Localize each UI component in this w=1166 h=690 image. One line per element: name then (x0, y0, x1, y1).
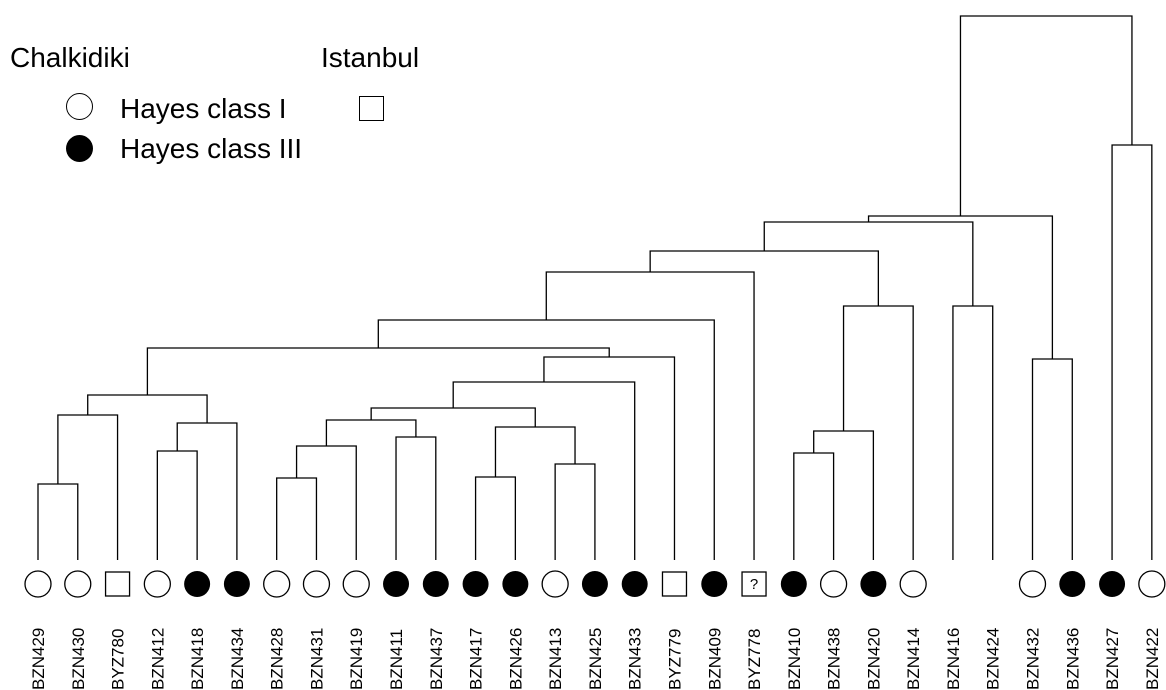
legend-open-square-icon (359, 96, 384, 121)
filled-circle-icon (422, 571, 449, 597)
leaf-label: BZN409 (705, 628, 724, 690)
branch-a (37, 483, 79, 560)
filled-circle-icon (621, 571, 648, 597)
open-circle-icon (143, 570, 171, 598)
legend-open-circle-icon (66, 93, 93, 120)
leaf-label: BZN416 (944, 628, 963, 690)
filled-circle-icon (1059, 571, 1086, 597)
open-circle-icon (1138, 570, 1166, 598)
leaf-label: BZN412 (148, 628, 167, 690)
legend-label-class-1: Hayes class I (120, 93, 287, 124)
leaf-label: BZN411 (387, 629, 406, 690)
filled-circle-icon (701, 571, 728, 597)
leaf-label: BYZ779 (665, 629, 684, 690)
branch-r (813, 430, 875, 560)
leaf-label: BZN431 (307, 628, 326, 690)
leaf-label: BZN437 (427, 628, 446, 690)
branch-c (156, 450, 198, 560)
leaf-label: BZN419 (347, 628, 366, 690)
question-square-icon (741, 571, 767, 597)
legend-title-chalkidiki: Chalkidiki (10, 42, 130, 73)
branch-e (87, 394, 208, 423)
leaf-label: BZN414 (904, 628, 923, 690)
leaf-label: BZN428 (268, 628, 287, 690)
open-circle-icon (1018, 570, 1047, 598)
branch-z (867, 215, 1054, 359)
open-circle-icon (263, 570, 291, 598)
open-circle-icon (342, 570, 370, 598)
branch-y (1031, 358, 1073, 560)
branch-k (554, 463, 596, 560)
open-circle-icon (302, 570, 331, 598)
branch-x (763, 221, 974, 306)
leaf-symbols: ? (24, 570, 1166, 598)
leaf-label: BZN438 (825, 628, 844, 690)
open-square-icon (104, 571, 131, 597)
branch-j (474, 476, 517, 560)
filled-circle-icon (860, 571, 887, 597)
filled-circle-icon (581, 571, 608, 597)
filled-circle-icon (383, 571, 410, 597)
branch-h (325, 419, 417, 446)
branch-aa (1111, 144, 1153, 560)
leaf-label: BYZ778 (745, 629, 764, 690)
branch-m (370, 407, 536, 427)
leaf-label: BZN432 (1024, 628, 1043, 690)
filled-circle-icon (223, 571, 250, 597)
leaf-label: BZN422 (1143, 628, 1162, 690)
branch-d (176, 422, 238, 560)
branch-p (146, 347, 610, 395)
question-mark-text: ? (750, 576, 758, 593)
leaf-label: BYZ780 (109, 629, 128, 690)
branch-u (545, 271, 755, 560)
open-square-icon (661, 571, 688, 597)
branch-root (959, 15, 1133, 216)
branch-l (494, 426, 576, 477)
leaf-label: BZN436 (1063, 628, 1082, 690)
leaf-label: BZN434 (228, 628, 247, 690)
branch-v (649, 250, 880, 306)
legend-label-class-3: Hayes class III (120, 133, 303, 164)
filled-circle-icon (462, 571, 489, 597)
branch-w (952, 305, 994, 560)
filled-circle-icon (184, 571, 211, 597)
leaf-labels: BZN429 BZN430 BYZ780 BZN412 BZN418 BZN434 BZN4… (29, 628, 1162, 690)
filled-circle-icon (780, 571, 807, 597)
open-circle-icon (24, 570, 52, 598)
leaf-label: BZN425 (586, 628, 605, 690)
branch-q (793, 452, 835, 560)
leaf-label: BZN418 (188, 628, 207, 690)
leaf-label: BZN430 (69, 628, 88, 690)
filled-circle-icon (1099, 571, 1126, 597)
leaf-label: BZN420 (864, 628, 883, 690)
filled-circle-icon (502, 571, 529, 597)
leaf-label: BZN427 (1103, 628, 1122, 690)
leaf-label: BZN410 (785, 628, 804, 690)
branch-g (295, 445, 357, 560)
leaf-label: BZN433 (626, 628, 645, 690)
leaf-label: BZN429 (29, 628, 48, 690)
branch-b (57, 414, 119, 560)
dendrogram-branches (37, 15, 1153, 560)
open-circle-icon (819, 570, 848, 598)
legend-filled-circle-icon (66, 135, 93, 162)
branch-i (395, 436, 437, 560)
legend-title-istanbul: Istanbul (321, 42, 420, 73)
branch-f (276, 477, 318, 560)
branch-n (452, 381, 636, 560)
leaf-label: BZN417 (467, 628, 486, 690)
leaf-label: BZN413 (546, 628, 565, 690)
leaf-label: BZN424 (984, 628, 1003, 690)
open-circle-icon (64, 570, 92, 598)
branch-t (377, 319, 715, 560)
branch-s (842, 305, 914, 560)
open-circle-icon (541, 570, 569, 598)
leaf-label: BZN426 (506, 628, 525, 690)
open-circle-icon (899, 570, 927, 598)
branch-o (543, 356, 676, 560)
